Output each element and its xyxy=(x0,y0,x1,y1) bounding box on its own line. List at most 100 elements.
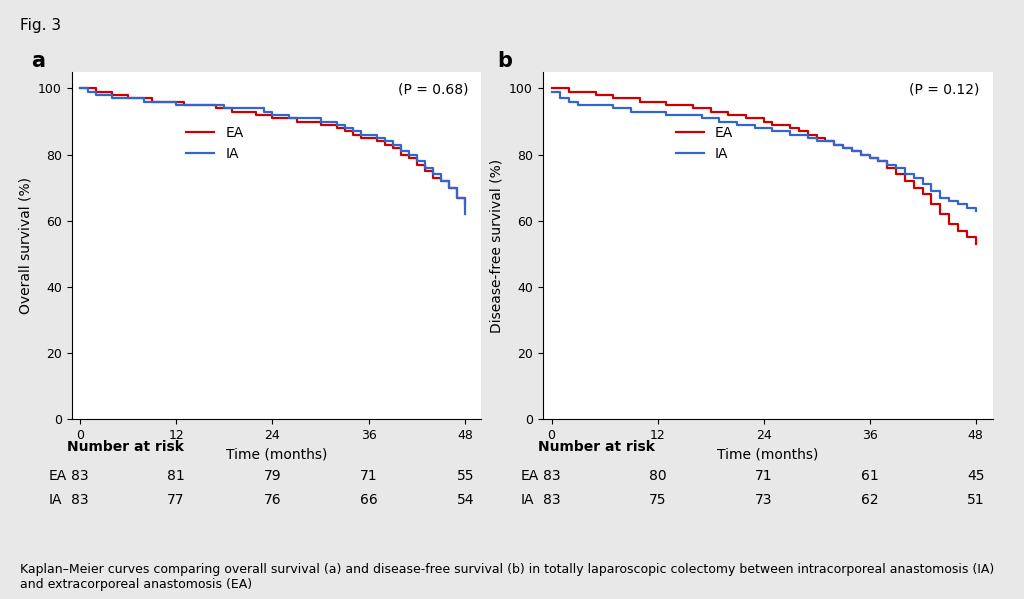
Text: (P = 0.12): (P = 0.12) xyxy=(909,82,980,96)
EA xyxy=(970,240,982,247)
EA xyxy=(695,105,708,112)
EA xyxy=(443,184,456,191)
IA xyxy=(122,95,134,102)
IA xyxy=(266,111,279,119)
EA xyxy=(819,138,831,145)
IA xyxy=(625,108,637,115)
EA xyxy=(739,114,752,122)
Text: a: a xyxy=(31,51,45,71)
EA xyxy=(660,101,673,108)
Legend: EA, IA: EA, IA xyxy=(181,120,249,167)
Y-axis label: Disease-free survival (%): Disease-free survival (%) xyxy=(489,159,504,332)
IA xyxy=(226,105,239,112)
IA xyxy=(114,95,126,102)
IA xyxy=(306,114,318,122)
IA xyxy=(934,194,946,201)
Line: IA: IA xyxy=(80,89,465,214)
EA xyxy=(802,131,814,138)
IA xyxy=(951,201,964,208)
IA xyxy=(793,131,805,138)
EA xyxy=(616,95,629,102)
IA xyxy=(916,181,929,188)
EA xyxy=(427,174,439,181)
IA xyxy=(97,92,110,99)
Legend: EA, IA: EA, IA xyxy=(671,120,738,167)
IA xyxy=(90,92,102,99)
EA xyxy=(554,85,566,92)
IA xyxy=(170,101,182,108)
EA xyxy=(339,128,351,135)
EA xyxy=(758,118,770,125)
IA xyxy=(387,141,399,149)
IA xyxy=(362,131,375,138)
EA xyxy=(863,155,876,162)
IA xyxy=(722,118,734,125)
IA xyxy=(837,144,849,152)
EA xyxy=(186,101,199,108)
Text: EA: EA xyxy=(49,469,68,483)
EA xyxy=(387,144,399,152)
Text: 80: 80 xyxy=(649,469,667,483)
EA xyxy=(934,211,946,218)
IA xyxy=(546,88,558,95)
EA xyxy=(837,144,849,152)
EA xyxy=(810,134,822,141)
Text: Number at risk: Number at risk xyxy=(538,440,654,454)
EA xyxy=(154,98,166,105)
EA xyxy=(714,108,726,115)
IA xyxy=(427,171,439,178)
EA xyxy=(435,177,447,184)
EA xyxy=(731,111,743,119)
EA xyxy=(411,161,423,168)
EA xyxy=(82,85,94,92)
IA xyxy=(749,125,761,132)
Text: Kaplan–Meier curves comparing overall survival (a) and disease-free survival (b): Kaplan–Meier curves comparing overall su… xyxy=(20,563,994,591)
EA xyxy=(379,141,391,149)
IA xyxy=(616,105,629,112)
IA xyxy=(890,164,902,171)
EA xyxy=(266,114,279,122)
Text: 54: 54 xyxy=(457,493,474,507)
Y-axis label: Overall survival (%): Overall survival (%) xyxy=(18,177,33,314)
IA xyxy=(451,194,463,201)
EA xyxy=(362,134,375,141)
EA xyxy=(243,108,255,115)
EA xyxy=(291,118,303,125)
IA xyxy=(855,151,867,158)
EA xyxy=(395,151,408,158)
IA xyxy=(250,105,262,112)
IA xyxy=(651,108,664,115)
Text: IA: IA xyxy=(49,493,62,507)
IA xyxy=(695,114,708,122)
EA xyxy=(651,98,664,105)
IA xyxy=(354,131,367,138)
IA xyxy=(186,101,199,108)
Line: IA: IA xyxy=(552,92,976,211)
Text: 83: 83 xyxy=(543,469,560,483)
EA xyxy=(170,98,182,105)
IA xyxy=(243,105,255,112)
EA xyxy=(202,101,214,108)
EA xyxy=(218,105,230,112)
IA xyxy=(347,128,359,135)
IA xyxy=(459,211,471,218)
Text: Number at risk: Number at risk xyxy=(67,440,183,454)
Text: 71: 71 xyxy=(755,469,772,483)
IA xyxy=(298,114,310,122)
IA xyxy=(802,134,814,141)
EA xyxy=(643,98,655,105)
EA xyxy=(572,88,585,95)
EA xyxy=(907,184,920,191)
IA xyxy=(687,111,699,119)
IA xyxy=(331,121,343,128)
EA xyxy=(226,108,239,115)
EA xyxy=(607,95,620,102)
EA xyxy=(145,98,158,105)
Text: 62: 62 xyxy=(861,493,879,507)
EA xyxy=(855,151,867,158)
EA xyxy=(916,190,929,198)
IA xyxy=(766,128,778,135)
Text: 71: 71 xyxy=(360,469,378,483)
IA xyxy=(669,111,681,119)
IA xyxy=(634,108,646,115)
